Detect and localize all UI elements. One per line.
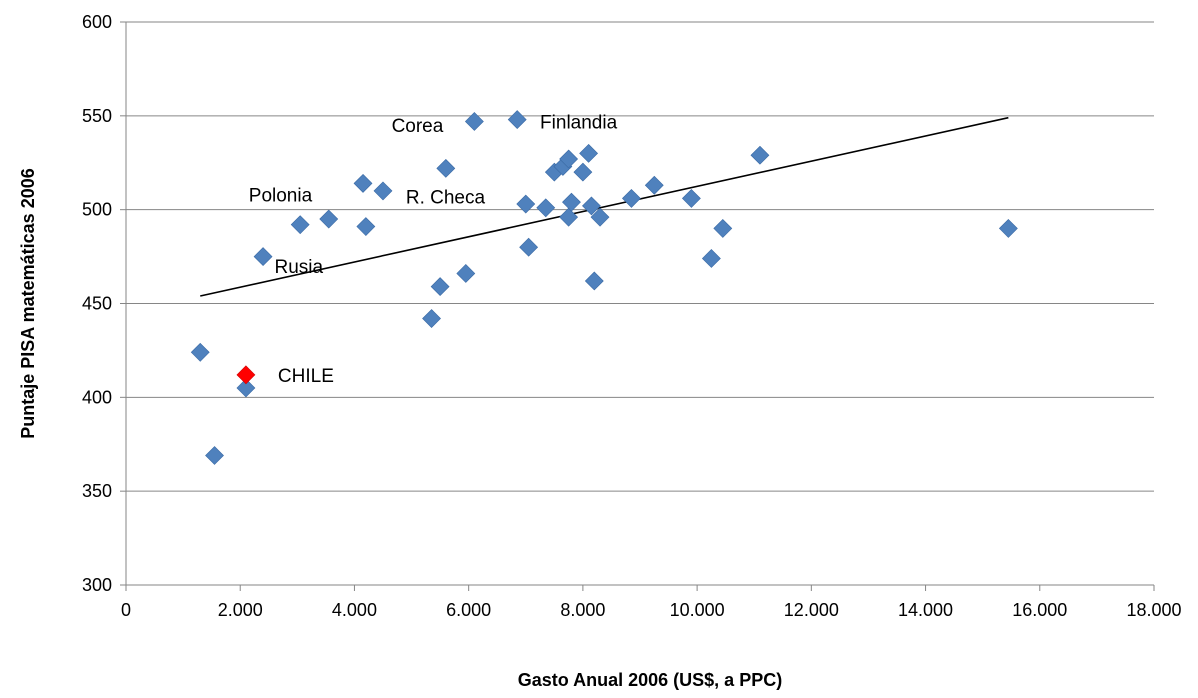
- y-tick-label: 500: [82, 200, 112, 220]
- data-point: [236, 378, 256, 398]
- data-point: [559, 207, 579, 227]
- data-point: [319, 209, 339, 229]
- y-tick-label: 450: [82, 294, 112, 314]
- grid-lines: [126, 21, 1154, 492]
- data-points: [190, 110, 1018, 465]
- data-point: [356, 217, 376, 236]
- data-point: [353, 173, 373, 193]
- data-point: [681, 188, 701, 208]
- y-axis-ticks: 300 350 400 450 500 550 600: [82, 12, 126, 595]
- data-point: [562, 192, 581, 212]
- x-tick-label: 8.000: [560, 600, 605, 620]
- data-point: [750, 145, 770, 165]
- x-axis-title: Gasto Anual 2006 (US$, a PPC): [518, 670, 782, 690]
- data-point: [519, 237, 539, 257]
- y-tick-label: 300: [82, 575, 112, 595]
- x-tick-label: 4.000: [332, 600, 377, 620]
- data-point: [622, 188, 641, 208]
- x-tick-label: 2.000: [218, 600, 263, 620]
- data-point: [582, 196, 601, 216]
- x-tick-label: 14.000: [898, 600, 953, 620]
- data-point: [559, 149, 579, 169]
- annotation-label: Rusia: [274, 257, 323, 278]
- data-point: [579, 143, 599, 163]
- data-point: [998, 219, 1018, 238]
- data-point: [536, 198, 556, 218]
- data-point: [190, 342, 210, 362]
- y-tick-label: 400: [82, 387, 112, 407]
- x-axis-ticks: 0 2.000 4.000 6.000 8.000 10.000 12.000 14.000 1…: [121, 585, 1182, 620]
- annotations: Corea Finlandia Polonia R. Checa Rusia CHILE: [249, 112, 618, 386]
- annotation-label: Finlandia: [540, 112, 618, 133]
- data-point: [590, 207, 610, 227]
- data-point: [573, 162, 593, 182]
- data-point: [373, 181, 393, 201]
- x-tick-label: 0: [121, 600, 131, 620]
- data-point: [456, 264, 476, 283]
- x-tick-label: 18.000: [1126, 600, 1181, 620]
- trend-line: [200, 116, 1009, 297]
- data-point: [436, 158, 456, 178]
- y-axis-title: Puntaje PISA matemáticas 2006: [18, 168, 38, 438]
- y-tick-label: 350: [82, 481, 112, 501]
- x-tick-label: 16.000: [1012, 600, 1067, 620]
- data-point: [516, 194, 536, 214]
- data-point: [290, 215, 310, 235]
- x-tick-label: 10.000: [670, 600, 725, 620]
- data-point: [430, 277, 450, 297]
- annotation-label-chile: CHILE: [278, 366, 334, 387]
- highlight-point-chile: [236, 365, 256, 385]
- data-point: [253, 247, 273, 267]
- y-tick-label: 600: [82, 12, 112, 32]
- y-tick-label: 550: [82, 106, 112, 126]
- annotation-label: R. Checa: [406, 188, 486, 209]
- data-point: [701, 249, 721, 268]
- x-tick-label: 12.000: [784, 600, 839, 620]
- x-tick-label: 6.000: [446, 600, 491, 620]
- annotation-label: Corea: [392, 116, 444, 137]
- data-point: [507, 110, 527, 130]
- data-point: [464, 112, 484, 131]
- data-point: [713, 219, 733, 238]
- annotation-label: Polonia: [249, 186, 313, 207]
- data-point: [422, 309, 441, 328]
- data-point: [584, 271, 604, 291]
- data-point: [205, 446, 224, 465]
- data-point: [644, 175, 664, 195]
